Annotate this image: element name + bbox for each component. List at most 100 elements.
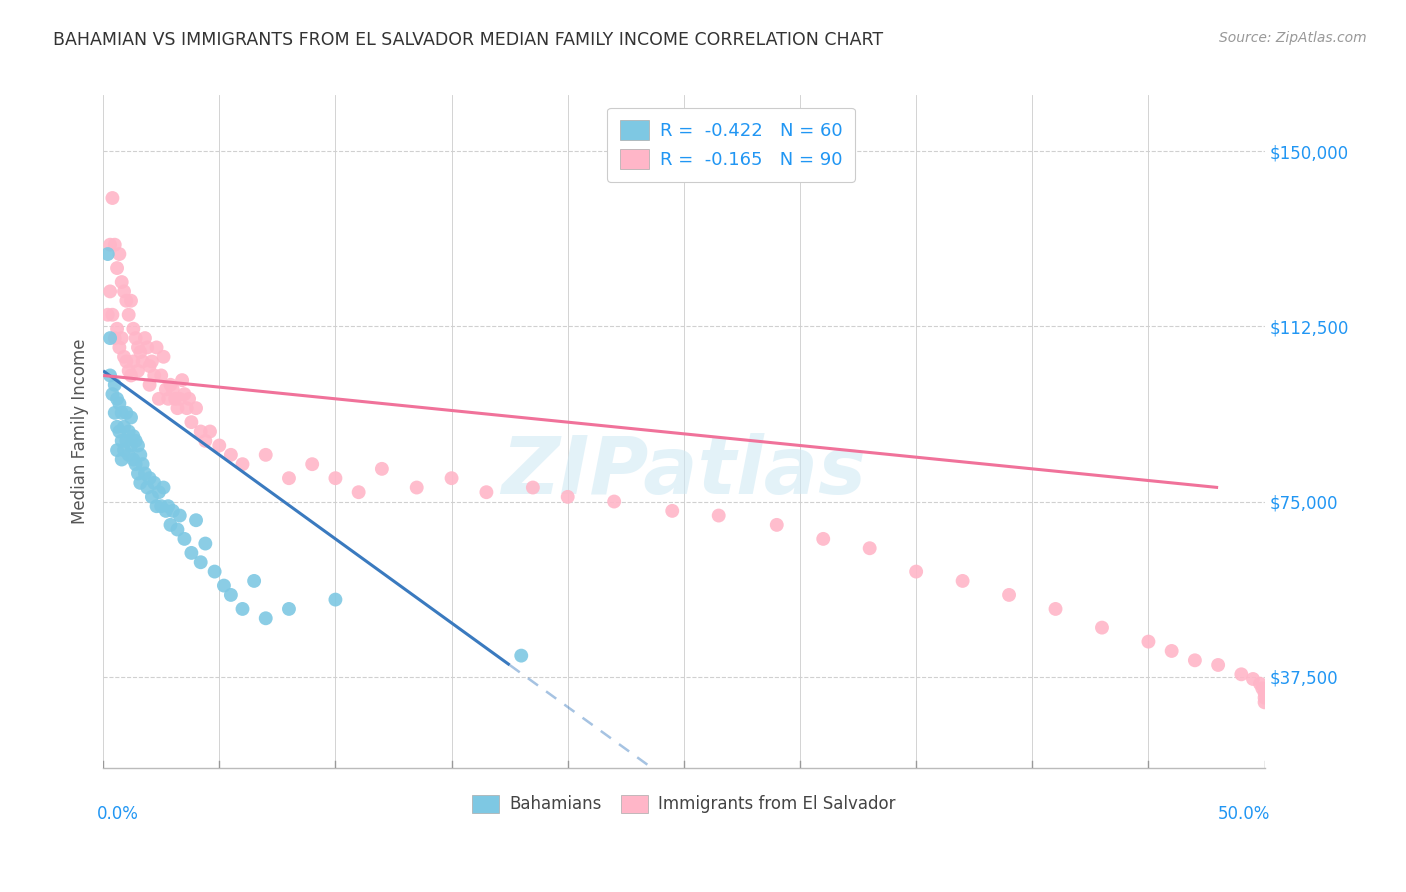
Point bbox=[1253, 690, 1275, 705]
Point bbox=[120, 438, 142, 452]
Point bbox=[101, 387, 124, 401]
Point bbox=[510, 648, 533, 663]
Point bbox=[522, 481, 544, 495]
Text: BAHAMIAN VS IMMIGRANTS FROM EL SALVADOR MEDIAN FAMILY INCOME CORRELATION CHART: BAHAMIAN VS IMMIGRANTS FROM EL SALVADOR … bbox=[53, 31, 883, 49]
Point bbox=[952, 574, 974, 588]
Point bbox=[111, 434, 134, 448]
Point bbox=[129, 345, 152, 359]
Point bbox=[104, 377, 127, 392]
Point bbox=[475, 485, 498, 500]
Text: Source: ZipAtlas.com: Source: ZipAtlas.com bbox=[1219, 31, 1367, 45]
Point bbox=[120, 410, 142, 425]
Point bbox=[184, 513, 207, 527]
Point bbox=[148, 485, 170, 500]
Point bbox=[1230, 667, 1253, 681]
Point bbox=[111, 275, 134, 289]
Point bbox=[148, 392, 170, 406]
Point bbox=[707, 508, 730, 523]
Point bbox=[104, 237, 127, 252]
Point bbox=[120, 293, 142, 308]
Point bbox=[138, 377, 160, 392]
Point bbox=[127, 341, 149, 355]
Point bbox=[108, 247, 131, 261]
Point bbox=[141, 354, 163, 368]
Point bbox=[278, 471, 301, 485]
Point bbox=[405, 481, 427, 495]
Point bbox=[1241, 672, 1264, 686]
Point bbox=[97, 247, 120, 261]
Point bbox=[1249, 676, 1271, 690]
Point bbox=[208, 438, 231, 452]
Point bbox=[129, 448, 152, 462]
Point bbox=[1091, 621, 1114, 635]
Point bbox=[278, 602, 301, 616]
Point bbox=[129, 475, 152, 490]
Point bbox=[118, 364, 141, 378]
Point bbox=[143, 368, 166, 383]
Point bbox=[120, 368, 142, 383]
Point bbox=[198, 425, 221, 439]
Point bbox=[1160, 644, 1182, 658]
Point bbox=[155, 383, 177, 397]
Point bbox=[157, 499, 180, 513]
Text: 50.0%: 50.0% bbox=[1218, 805, 1271, 822]
Point bbox=[440, 471, 463, 485]
Point bbox=[173, 387, 195, 401]
Point bbox=[180, 415, 202, 429]
Point bbox=[347, 485, 370, 500]
Point bbox=[101, 191, 124, 205]
Point bbox=[98, 237, 121, 252]
Point bbox=[1045, 602, 1067, 616]
Point bbox=[105, 443, 128, 458]
Point bbox=[122, 452, 145, 467]
Point bbox=[118, 425, 141, 439]
Point bbox=[1184, 653, 1206, 667]
Point bbox=[177, 392, 200, 406]
Point bbox=[1137, 634, 1160, 648]
Point bbox=[173, 532, 195, 546]
Point bbox=[371, 462, 394, 476]
Point bbox=[254, 611, 277, 625]
Point bbox=[111, 452, 134, 467]
Point bbox=[1253, 686, 1275, 700]
Point bbox=[190, 425, 212, 439]
Point bbox=[115, 293, 138, 308]
Point bbox=[108, 396, 131, 410]
Point bbox=[112, 285, 135, 299]
Point bbox=[180, 546, 202, 560]
Point bbox=[661, 504, 683, 518]
Point bbox=[212, 578, 235, 592]
Point bbox=[122, 429, 145, 443]
Point bbox=[145, 499, 167, 513]
Point bbox=[122, 354, 145, 368]
Point bbox=[231, 602, 253, 616]
Point bbox=[112, 443, 135, 458]
Point bbox=[254, 448, 277, 462]
Point bbox=[138, 359, 160, 373]
Point bbox=[1253, 695, 1275, 709]
Point bbox=[172, 373, 194, 387]
Point bbox=[325, 592, 347, 607]
Point bbox=[301, 457, 323, 471]
Point bbox=[219, 448, 242, 462]
Point bbox=[150, 368, 173, 383]
Point bbox=[184, 401, 207, 416]
Point bbox=[231, 457, 253, 471]
Point bbox=[143, 475, 166, 490]
Point bbox=[194, 434, 217, 448]
Point bbox=[98, 331, 121, 345]
Point bbox=[145, 341, 167, 355]
Point bbox=[152, 481, 174, 495]
Point bbox=[97, 308, 120, 322]
Point bbox=[124, 331, 146, 345]
Point bbox=[118, 448, 141, 462]
Point bbox=[131, 457, 153, 471]
Point bbox=[998, 588, 1021, 602]
Point bbox=[115, 434, 138, 448]
Point bbox=[134, 331, 156, 345]
Point bbox=[219, 588, 242, 602]
Point bbox=[159, 377, 181, 392]
Point bbox=[165, 392, 187, 406]
Point bbox=[155, 504, 177, 518]
Point bbox=[169, 392, 191, 406]
